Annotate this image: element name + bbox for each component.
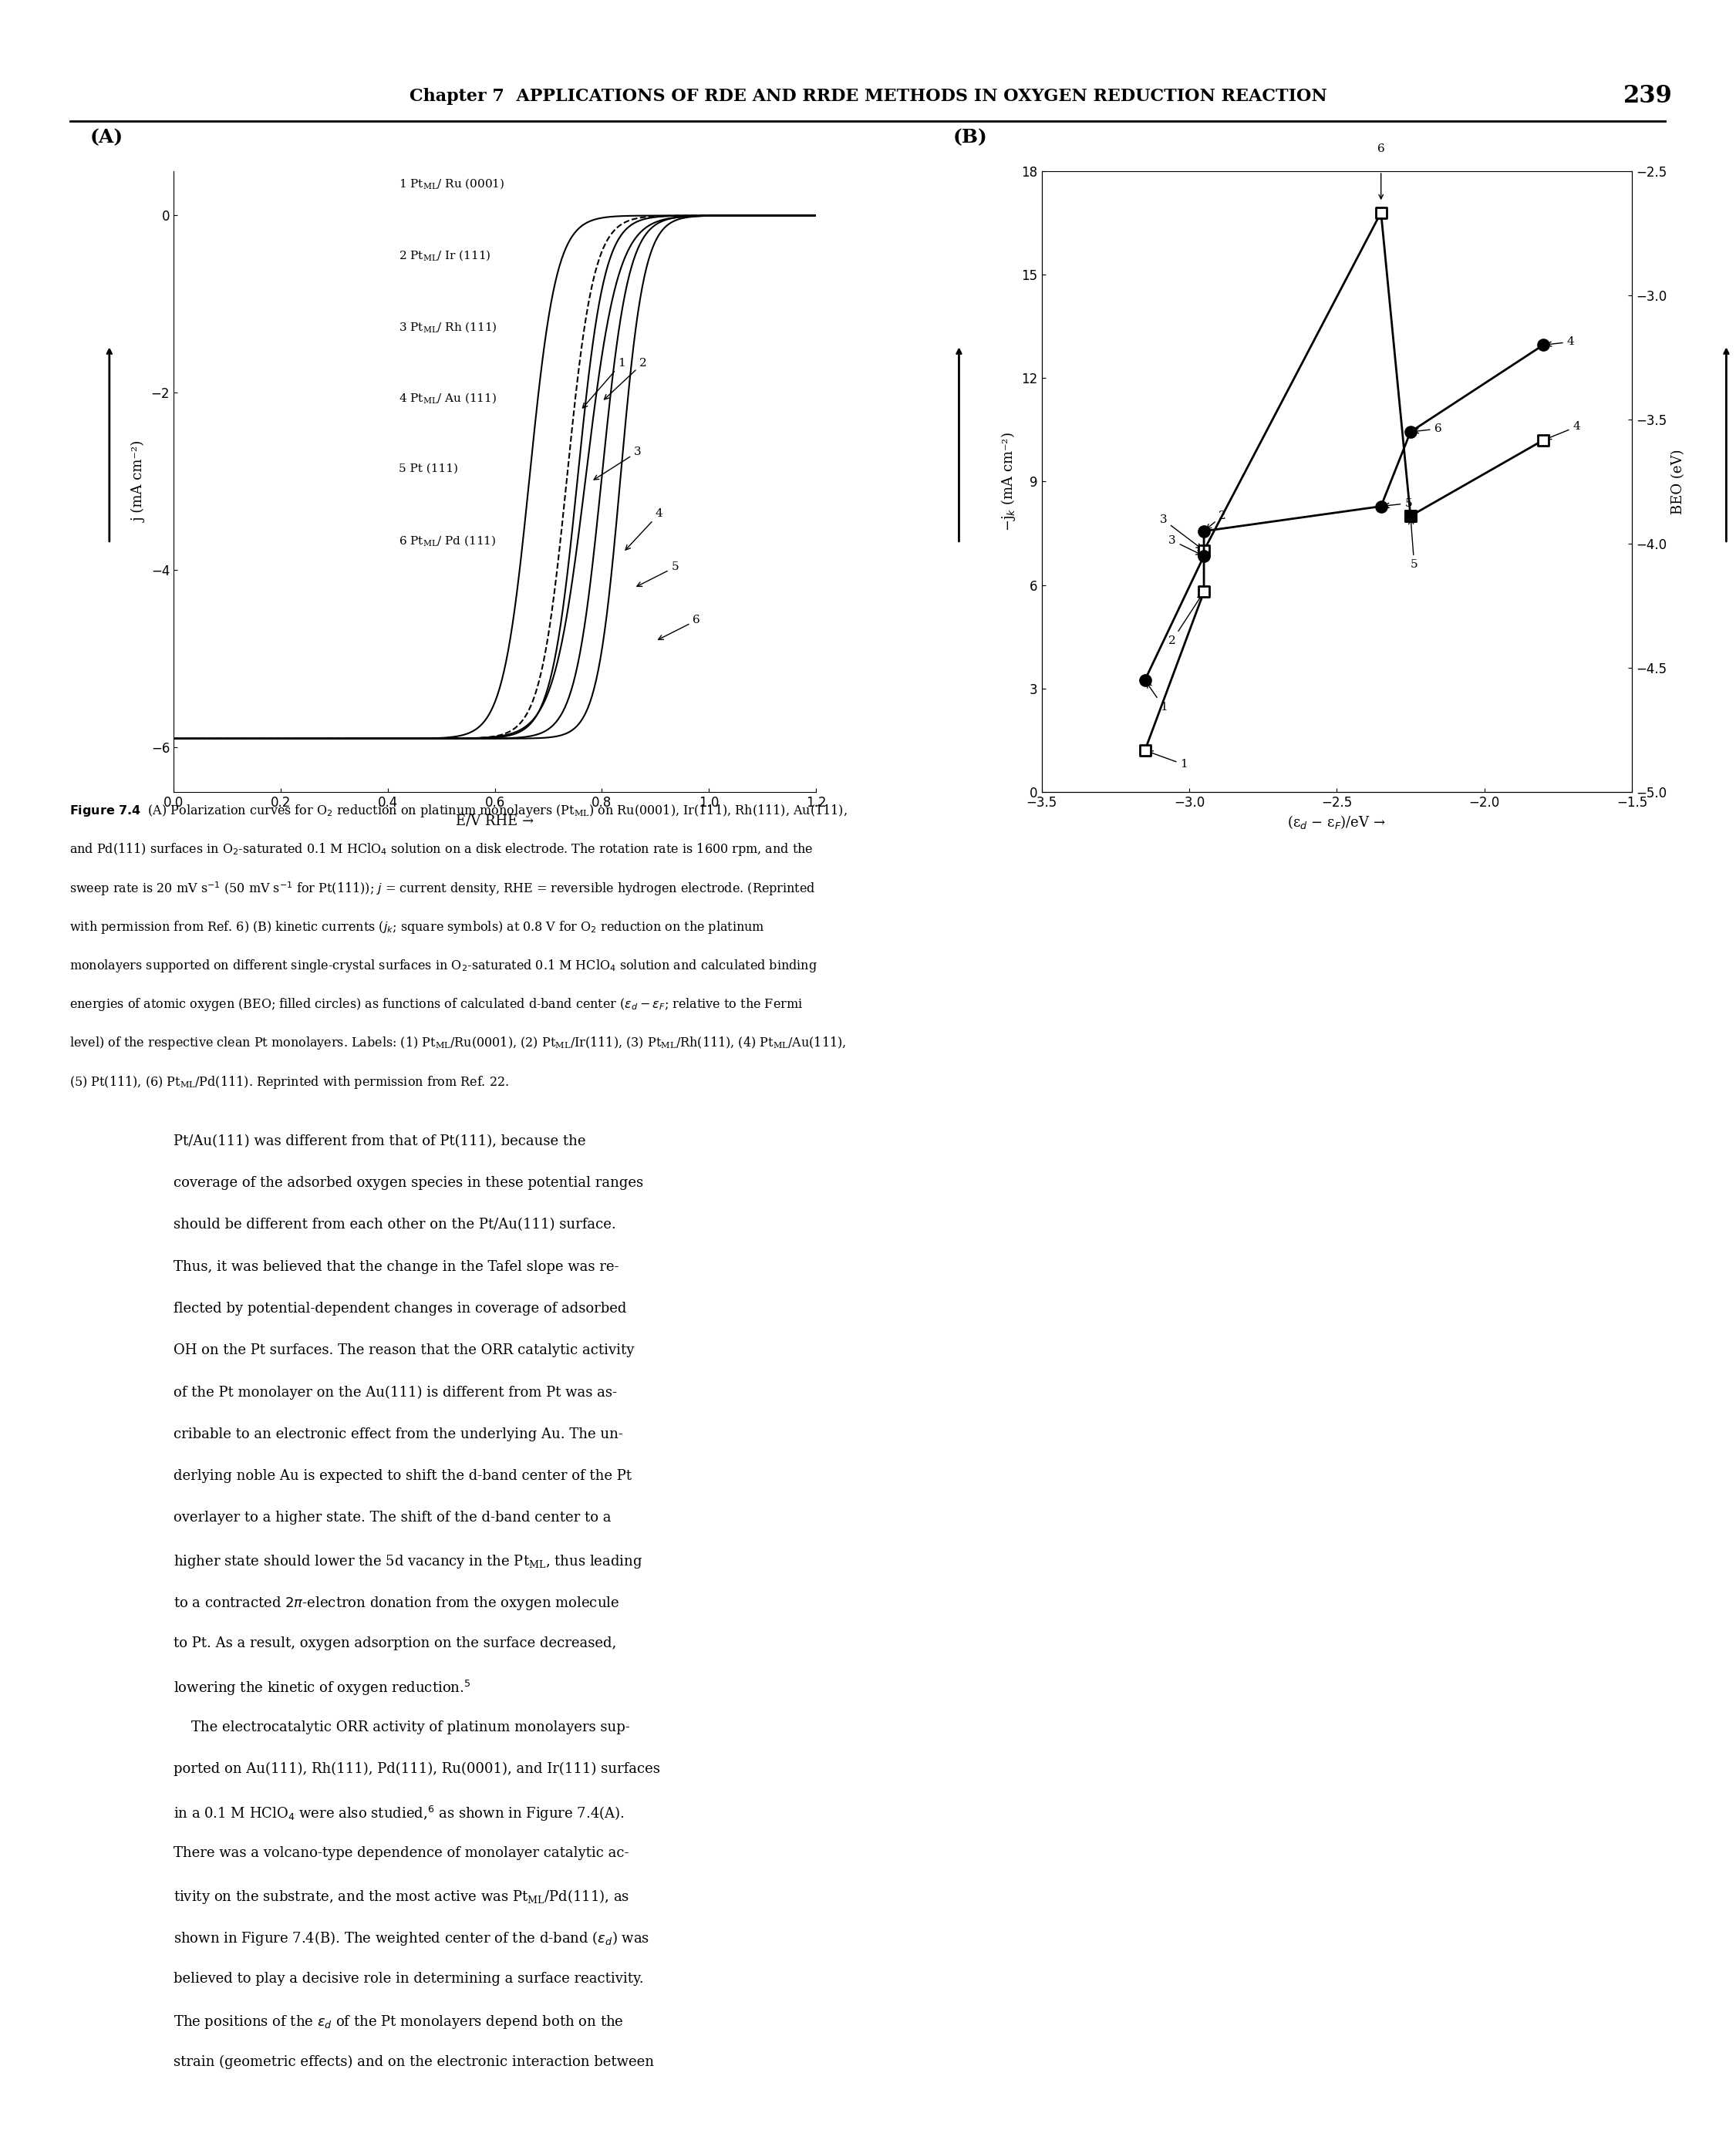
Text: ported on Au(111), Rh(111), Pd(111), Ru(0001), and Ir(111) surfaces: ported on Au(111), Rh(111), Pd(111), Ru(… [174,1761,660,1776]
Text: and Pd(111) surfaces in O$_2$-saturated 0.1 M HClO$_4$ solution on a disk electr: and Pd(111) surfaces in O$_2$-saturated … [69,841,812,858]
Text: 6: 6 [1377,143,1385,154]
Text: monolayers supported on different single-crystal surfaces in O$_2$-saturated 0.1: monolayers supported on different single… [69,959,818,974]
Y-axis label: BEO (eV): BEO (eV) [1672,449,1686,514]
Text: 3 Pt$_\mathregular{ML}$/ Rh (111): 3 Pt$_\mathregular{ML}$/ Rh (111) [399,321,496,334]
Text: with permission from Ref. 6) (B) kinetic currents ($j_k$; square symbols) at 0.8: with permission from Ref. 6) (B) kinetic… [69,918,766,935]
Point [1368,195,1396,229]
Text: The positions of the $\varepsilon_d$ of the Pt monolayers depend both on the: The positions of the $\varepsilon_d$ of … [174,2014,623,2031]
Text: should be different from each other on the Pt/Au(111) surface.: should be different from each other on t… [174,1218,616,1233]
Text: cribable to an electronic effect from the underlying Au. The un-: cribable to an electronic effect from th… [174,1427,623,1440]
Text: 4: 4 [1547,336,1575,347]
Text: level) of the respective clean Pt monolayers. Labels: (1) Pt$_\mathregular{ML}$/: level) of the respective clean Pt monola… [69,1036,845,1051]
Text: 6: 6 [1413,424,1441,434]
Text: 5: 5 [637,561,679,586]
Text: 239: 239 [1623,83,1672,109]
Text: believed to play a decisive role in determining a surface reactivity.: believed to play a decisive role in dete… [174,1971,644,1986]
Text: OH on the Pt surfaces. The reason that the ORR catalytic activity: OH on the Pt surfaces. The reason that t… [174,1344,634,1357]
Text: higher state should lower the 5d vacancy in the Pt$_\mathregular{ML}$, thus lead: higher state should lower the 5d vacancy… [174,1554,642,1571]
Text: 1: 1 [1147,683,1167,713]
Text: 6: 6 [658,614,700,640]
Text: Pt/Au(111) was different from that of Pt(111), because the: Pt/Au(111) was different from that of Pt… [174,1134,585,1147]
Text: 2: 2 [604,357,648,400]
Text: flected by potential-dependent changes in coverage of adsorbed: flected by potential-dependent changes i… [174,1301,627,1316]
Text: 4: 4 [625,509,663,550]
Text: (A): (A) [90,128,123,146]
Text: tivity on the substrate, and the most active was Pt$_\mathregular{ML}$/Pd(111), : tivity on the substrate, and the most ac… [174,1887,630,1905]
Text: in a 0.1 M HClO$_4$ were also studied,$^6$ as shown in Figure 7.4(A).: in a 0.1 M HClO$_4$ were also studied,$^… [174,1804,625,1823]
Point [1396,499,1424,533]
Point [1396,415,1424,449]
Point [1529,424,1557,458]
Text: shown in Figure 7.4(B). The weighted center of the d-band ($\varepsilon_d$) was: shown in Figure 7.4(B). The weighted cen… [174,1930,649,1947]
Text: 3: 3 [1160,514,1201,548]
Text: 2: 2 [1168,595,1201,646]
Text: 4: 4 [1547,422,1580,439]
Text: to a contracted $2\pi$-electron donation from the oxygen molecule: to a contracted $2\pi$-electron donation… [174,1594,620,1611]
Text: 1: 1 [583,357,625,409]
Point [1396,499,1424,533]
Text: 1 Pt$_\mathregular{ML}$/ Ru (0001): 1 Pt$_\mathregular{ML}$/ Ru (0001) [399,178,503,193]
Text: (5) Pt(111), (6) Pt$_\mathregular{ML}$/Pd(111). Reprinted with permission from R: (5) Pt(111), (6) Pt$_\mathregular{ML}$/P… [69,1074,509,1089]
Text: Chapter 7  APPLICATIONS OF RDE AND RRDE METHODS IN OXYGEN REDUCTION REACTION: Chapter 7 APPLICATIONS OF RDE AND RRDE M… [410,88,1326,105]
Text: $\bf{Figure\ 7.4}$  (A) Polarization curves for O$_2$ reduction on platinum mono: $\bf{Figure\ 7.4}$ (A) Polarization curv… [69,802,847,820]
Point [1368,490,1396,524]
Text: (B): (B) [953,128,988,146]
Text: coverage of the adsorbed oxygen species in these potential ranges: coverage of the adsorbed oxygen species … [174,1177,644,1190]
X-axis label: (ε$_d$ − ε$_F$)/eV →: (ε$_d$ − ε$_F$)/eV → [1288,813,1385,830]
Point [1189,514,1217,548]
Text: 5: 5 [1384,499,1411,509]
Text: strain (geometric effects) and on the electronic interaction between: strain (geometric effects) and on the el… [174,2054,654,2069]
Text: The electrocatalytic ORR activity of platinum monolayers sup-: The electrocatalytic ORR activity of pla… [174,1721,630,1733]
Text: 3: 3 [1168,535,1201,554]
Text: sweep rate is 20 mV s$^{-1}$ (50 mV s$^{-1}$ for Pt(111)); $j$ = current density: sweep rate is 20 mV s$^{-1}$ (50 mV s$^{… [69,880,816,897]
Point [1529,327,1557,362]
Text: 3: 3 [594,447,641,479]
Text: 5 Pt (111): 5 Pt (111) [399,462,458,473]
Point [1189,533,1217,567]
Point [1132,663,1160,698]
Y-axis label: −j$_k$ (mA cm⁻²): −j$_k$ (mA cm⁻²) [1000,432,1017,531]
Point [1132,734,1160,768]
Text: derlying noble Au is expected to shift the d-band center of the Pt: derlying noble Au is expected to shift t… [174,1470,632,1483]
Text: Thus, it was believed that the change in the Tafel slope was re-: Thus, it was believed that the change in… [174,1260,620,1273]
Text: to Pt. As a result, oxygen adsorption on the surface decreased,: to Pt. As a result, oxygen adsorption on… [174,1637,616,1650]
Point [1189,576,1217,610]
Text: energies of atomic oxygen (BEO; filled circles) as functions of calculated d-ban: energies of atomic oxygen (BEO; filled c… [69,997,804,1012]
Text: 1: 1 [1147,751,1187,770]
Text: of the Pt monolayer on the Au(111) is different from Pt was as-: of the Pt monolayer on the Au(111) is di… [174,1385,616,1400]
Text: 6 Pt$_\mathregular{ML}$/ Pd (111): 6 Pt$_\mathregular{ML}$/ Pd (111) [399,535,496,548]
Text: overlayer to a higher state. The shift of the d-band center to a: overlayer to a higher state. The shift o… [174,1511,611,1526]
Text: 4 Pt$_\mathregular{ML}$/ Au (111): 4 Pt$_\mathregular{ML}$/ Au (111) [399,392,496,407]
Text: There was a volcano-type dependence of monolayer catalytic ac-: There was a volcano-type dependence of m… [174,1847,628,1860]
X-axis label: E/V RHE →: E/V RHE → [457,813,533,828]
Text: lowering the kinetic of oxygen reduction.$^5$: lowering the kinetic of oxygen reduction… [174,1678,470,1697]
Text: 2: 2 [1207,509,1226,529]
Y-axis label: j (mA cm⁻²): j (mA cm⁻²) [132,441,146,522]
Text: 5: 5 [1408,520,1418,569]
Text: 2 Pt$_\mathregular{ML}$/ Ir (111): 2 Pt$_\mathregular{ML}$/ Ir (111) [399,248,491,263]
Point [1189,539,1217,574]
